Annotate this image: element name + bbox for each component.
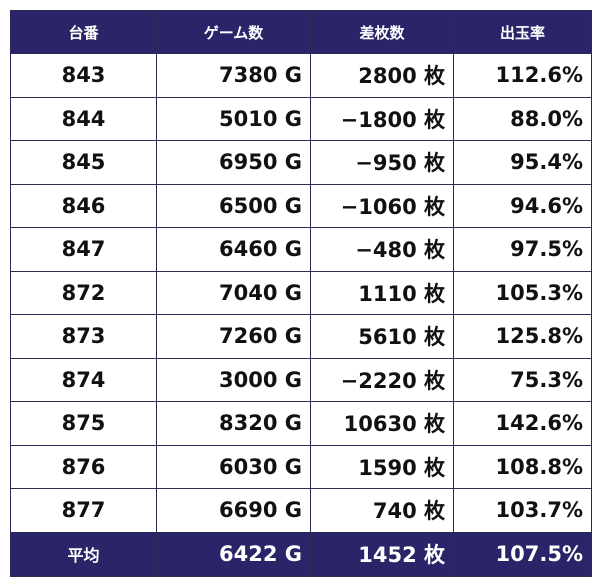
machine-number-cell: 873	[10, 314, 157, 359]
payout-rate-cell: 112.6%	[453, 53, 592, 98]
payout-rate-cell: 94.6%	[453, 183, 592, 228]
table-row: 846 6500 G −1060 枚 94.6%	[10, 183, 592, 228]
coin-difference-cell: 2800 枚	[310, 53, 454, 98]
payout-rate-cell: 97.5%	[453, 227, 592, 272]
game-count-cell: 6950 G	[156, 140, 311, 185]
coin-difference-cell: 1590 枚	[310, 444, 454, 489]
header-row: 台番 ゲーム数 差枚数 出玉率	[10, 10, 592, 54]
payout-rate-cell: 125.8%	[453, 314, 592, 359]
payout-rate-cell: 103.7%	[453, 488, 592, 533]
table-row: 873 7260 G 5610 枚 125.8%	[10, 314, 592, 359]
game-count-cell: 5010 G	[156, 96, 311, 141]
machine-number-cell: 847	[10, 227, 157, 272]
coin-difference-cell: −1060 枚	[310, 183, 454, 228]
payout-rate-cell: 108.8%	[453, 444, 592, 489]
game-count-cell: 7040 G	[156, 270, 311, 315]
game-count-cell: 7380 G	[156, 53, 311, 98]
machine-number-cell: 844	[10, 96, 157, 141]
game-count-cell: 8320 G	[156, 401, 311, 446]
payout-rate-cell: 105.3%	[453, 270, 592, 315]
table-footer: 平均 6422 G 1452 枚 107.5%	[10, 531, 592, 577]
machine-number-cell: 843	[10, 53, 157, 98]
machine-number-cell: 872	[10, 270, 157, 315]
average-coin-difference: 1452 枚	[310, 531, 454, 577]
table-row: 876 6030 G 1590 枚 108.8%	[10, 444, 592, 489]
table-row: 847 6460 G −480 枚 97.5%	[10, 227, 592, 272]
table-row: 874 3000 G −2220 枚 75.3%	[10, 357, 592, 402]
game-count-cell: 6500 G	[156, 183, 311, 228]
header-payout-rate: 出玉率	[453, 10, 592, 54]
machine-number-cell: 846	[10, 183, 157, 228]
coin-difference-cell: −1800 枚	[310, 96, 454, 141]
header-machine-number: 台番	[10, 10, 157, 54]
header-coin-difference: 差枚数	[310, 10, 454, 54]
coin-difference-cell: −480 枚	[310, 227, 454, 272]
coin-difference-cell: 1110 枚	[310, 270, 454, 315]
table-row: 843 7380 G 2800 枚 112.6%	[10, 53, 592, 98]
results-table-container: 台番 ゲーム数 差枚数 出玉率 843 7380 G 2800 枚 112.6% 844…	[10, 10, 592, 577]
game-count-cell: 6460 G	[156, 227, 311, 272]
game-count-cell: 6690 G	[156, 488, 311, 533]
average-payout-rate: 107.5%	[453, 531, 592, 577]
table-body: 843 7380 G 2800 枚 112.6% 844 5010 G −1800 枚 88.…	[10, 53, 592, 533]
average-game-count: 6422 G	[156, 531, 311, 577]
coin-difference-cell: 10630 枚	[310, 401, 454, 446]
coin-difference-cell: −2220 枚	[310, 357, 454, 402]
game-count-cell: 6030 G	[156, 444, 311, 489]
table-row: 844 5010 G −1800 枚 88.0%	[10, 96, 592, 141]
machine-number-cell: 877	[10, 488, 157, 533]
machine-number-cell: 876	[10, 444, 157, 489]
machine-number-cell: 874	[10, 357, 157, 402]
machine-number-cell: 845	[10, 140, 157, 185]
header-game-count: ゲーム数	[156, 10, 311, 54]
coin-difference-cell: 5610 枚	[310, 314, 454, 359]
machine-number-cell: 875	[10, 401, 157, 446]
game-count-cell: 7260 G	[156, 314, 311, 359]
payout-rate-cell: 88.0%	[453, 96, 592, 141]
machine-results-table: 台番 ゲーム数 差枚数 出玉率 843 7380 G 2800 枚 112.6% 844…	[10, 10, 592, 577]
table-row: 877 6690 G 740 枚 103.7%	[10, 488, 592, 533]
payout-rate-cell: 142.6%	[453, 401, 592, 446]
table-row: 875 8320 G 10630 枚 142.6%	[10, 401, 592, 446]
payout-rate-cell: 75.3%	[453, 357, 592, 402]
table-row: 845 6950 G −950 枚 95.4%	[10, 140, 592, 185]
payout-rate-cell: 95.4%	[453, 140, 592, 185]
table-row: 872 7040 G 1110 枚 105.3%	[10, 270, 592, 315]
coin-difference-cell: −950 枚	[310, 140, 454, 185]
game-count-cell: 3000 G	[156, 357, 311, 402]
average-label: 平均	[10, 531, 157, 577]
coin-difference-cell: 740 枚	[310, 488, 454, 533]
average-row: 平均 6422 G 1452 枚 107.5%	[10, 531, 592, 577]
table-header: 台番 ゲーム数 差枚数 出玉率	[10, 10, 592, 54]
